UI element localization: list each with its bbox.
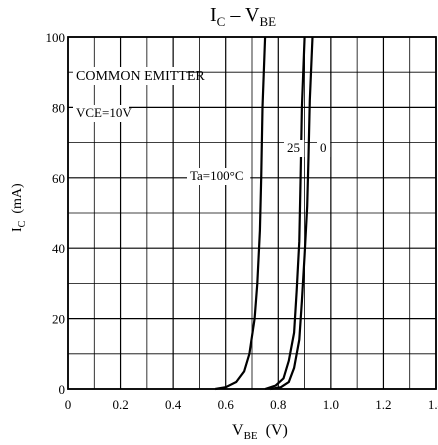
plot-frame (67, 36, 437, 390)
x-tick-label: 0 (65, 397, 72, 412)
y-tick-label: 80 (52, 100, 65, 115)
x-tick-label: 0.2 (112, 397, 128, 412)
y-tick-label: 60 (52, 171, 65, 186)
y-tick-label: 40 (52, 241, 65, 256)
condition-label: COMMON EMITTER (76, 69, 205, 84)
temp-100-label: Ta=100°C (190, 168, 244, 183)
grid (67, 36, 437, 390)
tick-labels: 0 0.2 0.4 0.6 0.8 1.0 1.2 1.4 0 20 40 60 80 100 (46, 30, 438, 412)
series-curve (270, 36, 314, 391)
y-tick-label: 20 (52, 312, 65, 327)
x-tick-label: 1.0 (323, 397, 339, 412)
vce-label-bg (73, 105, 130, 122)
chart-title: IC – VBE (210, 4, 277, 29)
y-tick-label: 100 (46, 30, 66, 45)
x-tick-label: 1.4 (428, 397, 438, 412)
y-tick-label: 0 (59, 382, 66, 397)
annotations: COMMON EMITTER VCE=10V Ta=100°C 25 0 (73, 67, 331, 185)
x-tick-label: 0.6 (218, 397, 235, 412)
temp-0-label-bg (317, 140, 331, 157)
series-curve (215, 36, 267, 391)
x-tick-label: 0.4 (165, 397, 182, 412)
y-axis-label: IC (mA) (10, 183, 28, 232)
temp-100-label-bg (187, 168, 251, 185)
temp-25-label: 25 (287, 140, 300, 155)
temp-0-label: 0 (320, 140, 327, 155)
vce-label: VCE=10V (76, 105, 132, 120)
x-tick-label: 0.8 (270, 397, 286, 412)
x-axis-label: VBE (V) (232, 422, 288, 443)
x-tick-label: 1.2 (375, 397, 391, 412)
temp-25-label-bg (284, 140, 305, 157)
condition-label-bg (73, 67, 187, 85)
